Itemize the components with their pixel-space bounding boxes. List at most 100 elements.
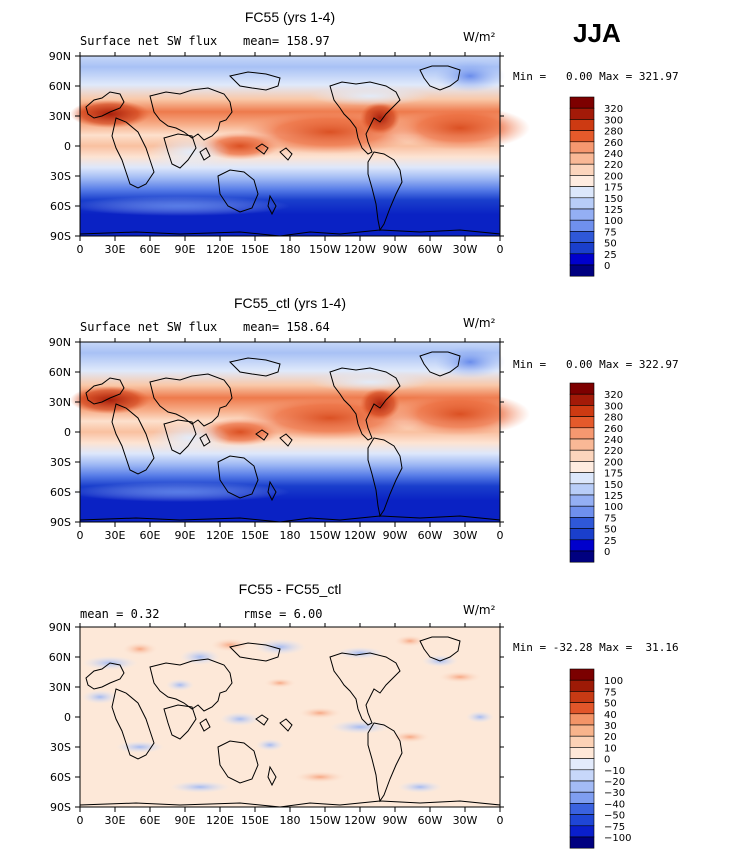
sahara-hot [70, 100, 150, 128]
legend-box [569, 691, 595, 703]
x-tick-label: 90W [383, 814, 408, 827]
legend-label: 240 [604, 149, 623, 160]
natl-high [390, 106, 530, 150]
x-tick-label: 30E [105, 529, 126, 542]
legend-label: 50 [604, 699, 617, 710]
x-tick-label: 90E [175, 243, 196, 256]
x-tick-label: 120E [206, 529, 234, 542]
monsoon-cloud [150, 136, 230, 168]
legend-label: 0 [604, 261, 610, 272]
x-tick-label: 60E [140, 529, 161, 542]
sahara-hot [70, 386, 150, 414]
anomaly-patch [166, 679, 194, 691]
legend-label: 150 [604, 480, 623, 491]
x-tick-label: 120E [206, 243, 234, 256]
anomaly-patch [398, 781, 442, 793]
y-tick-label: 90S [50, 801, 71, 814]
map-field [79, 626, 501, 808]
x-tick-label: 120W [344, 814, 376, 827]
y-tick-label: 30N [49, 110, 71, 123]
legend-label: 200 [604, 171, 623, 182]
legend-box [569, 747, 595, 759]
x-tick-label: 150E [241, 243, 269, 256]
x-tick-label: 0 [497, 814, 504, 827]
legend-box [569, 197, 595, 210]
legend-box [569, 836, 595, 849]
legend-label: 10 [604, 743, 617, 754]
x-tick-label: 0 [77, 529, 84, 542]
npac-storm [310, 86, 430, 106]
y-tick-label: 30N [49, 681, 71, 694]
legend-box [569, 96, 595, 109]
legend-label: 30 [604, 721, 617, 732]
legend-label: 300 [604, 401, 623, 412]
y-tick-label: 0 [64, 140, 71, 153]
y-tick-label: 30S [50, 741, 71, 754]
legend-box [569, 668, 595, 681]
y-tick-label: 30S [50, 170, 71, 183]
legend-box [569, 416, 595, 429]
legend-box [569, 713, 595, 726]
legend-box [569, 539, 595, 552]
x-tick-label: 60W [418, 243, 443, 256]
y-tick-label: 60S [50, 771, 71, 784]
legend-box [569, 461, 595, 473]
anomaly-patch [336, 647, 384, 659]
x-tick-label: 30E [105, 814, 126, 827]
legend-label: 320 [604, 104, 623, 115]
legend-label: 220 [604, 160, 623, 171]
panel-subtitle-left: Surface net SW flux [80, 34, 217, 48]
map-field [70, 341, 530, 523]
y-tick-label: 0 [64, 711, 71, 724]
legend-label: 280 [604, 127, 623, 138]
npac-storm [310, 372, 430, 392]
legend-label: 260 [604, 138, 623, 149]
legend-box [569, 264, 595, 277]
x-tick-label: 30E [105, 243, 126, 256]
x-tick-label: 120E [206, 814, 234, 827]
legend-box [569, 231, 595, 243]
legend-box [569, 141, 595, 154]
x-tick-label: 150W [309, 529, 341, 542]
x-tick-label: 120W [344, 243, 376, 256]
legend-label: 50 [604, 525, 617, 536]
legend-label: −75 [604, 822, 625, 833]
x-tick-label: 150W [309, 243, 341, 256]
y-tick-label: 60N [49, 651, 71, 664]
y-tick-label: 90S [50, 516, 71, 529]
greenland-low [435, 346, 505, 378]
x-tick-label: 30W [453, 243, 478, 256]
legend-box [569, 427, 595, 440]
anomaly-patch [390, 731, 430, 743]
natl-high [390, 392, 530, 436]
x-tick-label: 0 [77, 814, 84, 827]
legend-box [569, 253, 595, 266]
min-max-text: Min = -32.28 Max = 31.16 [513, 641, 679, 654]
x-tick-label: 30W [453, 814, 478, 827]
legend-box [569, 758, 595, 771]
y-tick-label: 90N [49, 621, 71, 634]
panel-subtitle-mid: mean= 158.64 [243, 320, 330, 334]
x-tick-label: 60W [418, 529, 443, 542]
legend-label: 100 [604, 676, 623, 687]
panel-subtitle-mid: mean= 158.97 [243, 34, 330, 48]
legend-label: 40 [604, 710, 617, 721]
namerica-hot [360, 102, 400, 134]
legend-label: 200 [604, 457, 623, 468]
legend-box [569, 517, 595, 529]
anomaly-patch [330, 720, 390, 734]
y-tick-label: 30N [49, 396, 71, 409]
legend-box [569, 769, 595, 782]
panel-title: FC55 - FC55_ctl [239, 581, 342, 597]
legend-box [569, 107, 595, 120]
anomaly-patch [220, 712, 260, 726]
anomaly-patch [254, 639, 306, 655]
legend-box [569, 735, 595, 748]
legend-label: −50 [604, 811, 625, 822]
x-tick-label: 180 [280, 243, 301, 256]
legend-label: 100 [604, 502, 623, 513]
so-storm [70, 196, 290, 216]
legend-box [569, 449, 595, 462]
